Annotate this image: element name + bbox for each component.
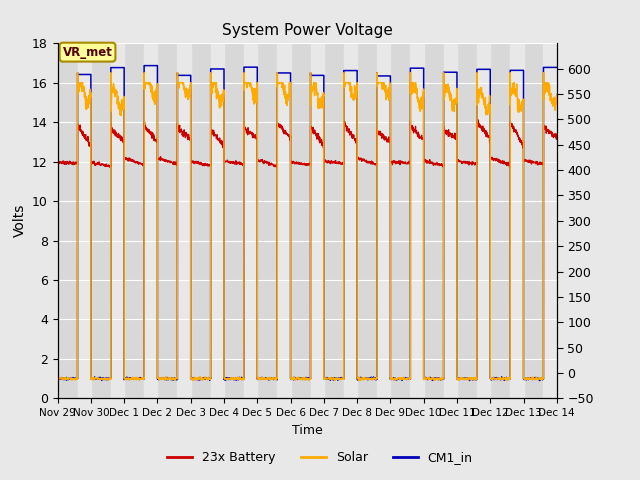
Bar: [211, 43, 224, 398]
Y-axis label: Volts: Volts: [12, 204, 26, 238]
Bar: [410, 43, 424, 398]
X-axis label: Time: Time: [292, 424, 323, 437]
Title: System Power Voltage: System Power Voltage: [222, 23, 392, 38]
Bar: [111, 43, 124, 398]
Bar: [277, 43, 291, 398]
Bar: [344, 43, 357, 398]
Bar: [543, 43, 557, 398]
Bar: [510, 43, 524, 398]
Bar: [144, 43, 157, 398]
Legend: 23x Battery, Solar, CM1_in: 23x Battery, Solar, CM1_in: [163, 446, 477, 469]
Bar: [477, 43, 490, 398]
Bar: [177, 43, 191, 398]
Bar: [377, 43, 390, 398]
Bar: [310, 43, 324, 398]
Text: VR_met: VR_met: [63, 46, 113, 59]
Bar: [77, 43, 91, 398]
Bar: [244, 43, 257, 398]
Bar: [444, 43, 457, 398]
